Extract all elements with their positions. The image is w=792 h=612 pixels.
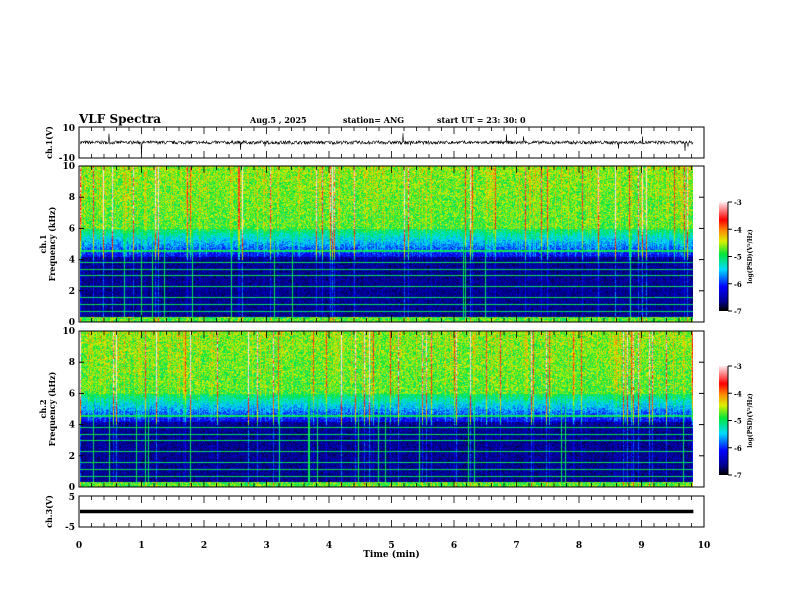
xtick-label: 0 [76,541,82,551]
colorbar-tick-label: -5 [734,417,742,426]
colorbar-label: log(PSD)(V²/Hz) [747,229,754,284]
ylabel: ch.1(V) [44,126,54,159]
colorbar-tick-label: -6 [734,280,742,289]
ytick-label: 0 [69,483,75,493]
colorbar-tick-label: -4 [734,389,742,398]
ytick-label: 2 [69,452,75,462]
ytick-label: -5 [65,523,75,533]
xtick-label: 5 [388,541,394,551]
figure-title: VLF Spectra [78,112,161,126]
xtick-label: 7 [513,541,519,551]
start-time-label: start UT = 23: 30: 0 [437,115,526,125]
xaxis-label: Time (min) [363,549,420,560]
colorbar-label: log(PSD)(V²/Hz) [747,393,754,448]
ytick-label: 6 [69,389,75,399]
colorbar-tick-label: -6 [734,444,742,453]
ytick-label: -10 [59,154,75,164]
xtick-label: 2 [201,541,207,551]
ch1-colorbar [719,202,728,311]
colorbar-tick-label: -3 [734,362,742,371]
ch2-colorbar [719,366,728,475]
xtick-label: 10 [698,541,711,551]
ylabel: Frequency (kHz) [47,206,57,281]
xtick-label: 1 [138,541,144,551]
xtick-label: 6 [451,541,457,551]
ytick-label: 10 [62,327,75,337]
colorbar-tick-label: -7 [734,307,742,316]
ch2-spectrogram [80,331,693,487]
ytick-label: 10 [62,162,75,172]
date-label: Aug.5 , 2025 [249,115,307,125]
station-label: station= ANG [343,115,404,125]
ylabel: ch.2 [38,399,48,418]
ytick-label: 5 [69,493,75,503]
colorbar-tick-label: -4 [734,225,742,234]
ytick-label: 8 [69,358,75,368]
panel-frame [78,165,705,323]
colorbar-tick-label: -5 [734,253,742,262]
ytick-label: 4 [69,421,75,431]
ylabel: ch.1 [38,234,48,253]
ytick-label: 4 [69,256,75,266]
ytick-label: 10 [62,124,75,134]
xtick-label: 3 [263,541,269,551]
ytick-label: 6 [69,224,75,234]
ylabel: Frequency (kHz) [47,371,57,446]
ytick-label: 0 [69,318,75,328]
ch1-spectrogram [80,166,693,322]
panel-frame [78,330,705,488]
xtick-label: 9 [638,541,644,551]
ytick-label: 8 [69,193,75,203]
ch1-trace [79,133,694,154]
colorbar-tick-label: -7 [734,471,742,480]
colorbar-tick-label: -3 [734,198,742,207]
xtick-label: 8 [576,541,582,551]
ylabel: ch.3(V) [44,495,54,528]
ytick-label: 2 [69,287,75,297]
xtick-label: 4 [326,541,332,551]
